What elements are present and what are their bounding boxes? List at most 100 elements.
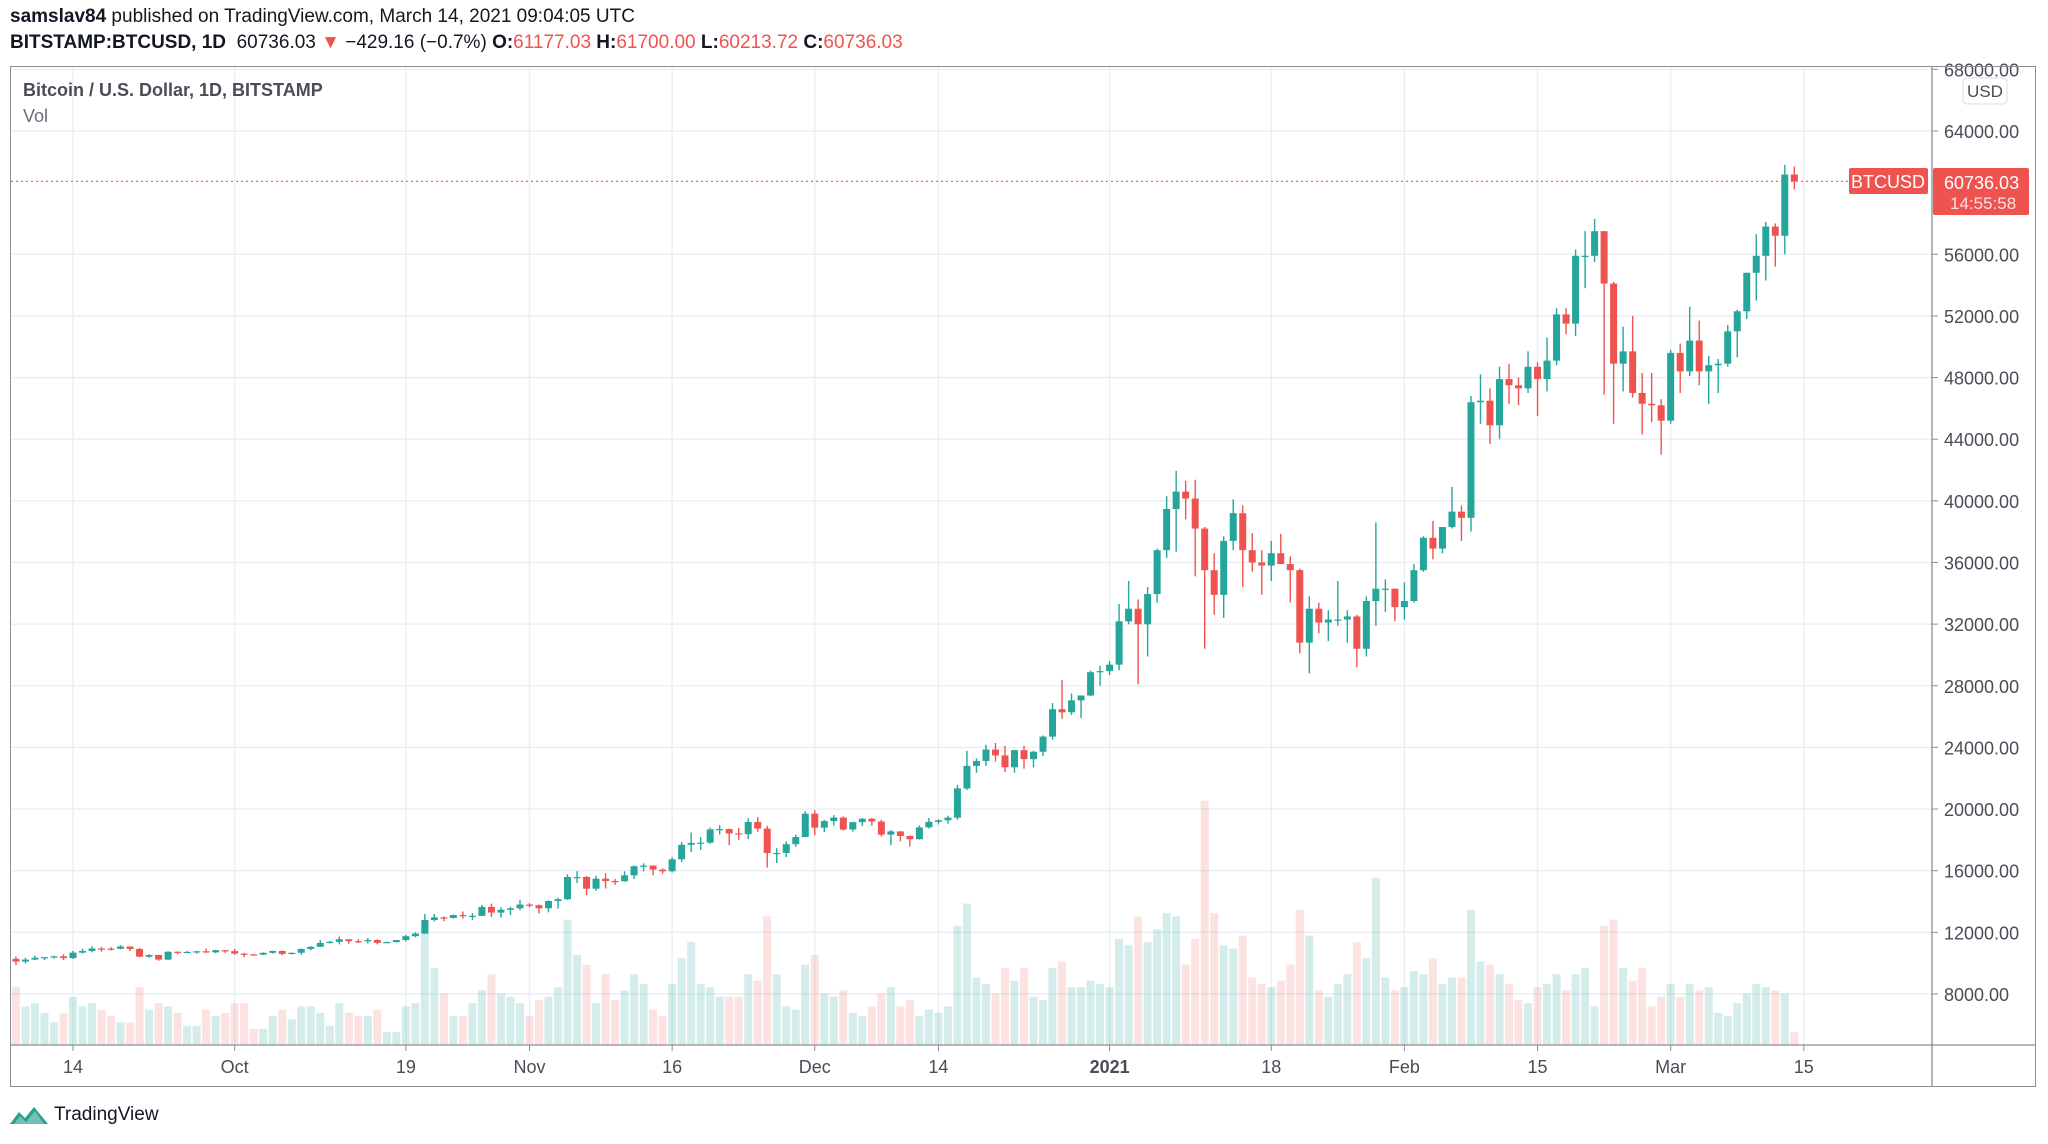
volume-bar — [1381, 977, 1390, 1045]
candle-body — [640, 865, 648, 867]
volume-bar — [1590, 1006, 1599, 1045]
author[interactable]: samslav84 — [10, 6, 107, 27]
candle-body — [50, 956, 58, 958]
volume-bar — [1524, 1003, 1533, 1045]
candle-body — [972, 760, 980, 766]
candle-body — [193, 951, 201, 953]
volume-bar — [1143, 942, 1152, 1045]
candle-body — [991, 749, 999, 756]
candle-body — [1410, 570, 1418, 602]
candle-body — [858, 818, 866, 823]
candle-body — [240, 953, 248, 955]
candle-body — [364, 940, 372, 942]
volume-bar — [1761, 987, 1770, 1045]
volume-bar — [1676, 996, 1685, 1045]
candle-body — [402, 936, 410, 941]
volume-bar — [1248, 977, 1257, 1045]
volume-bar — [820, 993, 829, 1045]
volume-bar — [734, 996, 743, 1045]
candle-body — [1619, 351, 1627, 364]
volume-bar — [630, 974, 639, 1045]
volume-bar — [458, 1016, 467, 1045]
candle-body — [735, 833, 743, 835]
volume-bar — [544, 996, 553, 1045]
volume-bar — [1476, 961, 1485, 1045]
candle-body — [573, 876, 581, 879]
time-tick-label: 19 — [396, 1057, 416, 1077]
candle-body — [21, 959, 29, 962]
candle-body — [1182, 491, 1190, 499]
volume-bar — [1485, 964, 1494, 1045]
candle-body — [1229, 513, 1237, 541]
candle-body — [1600, 231, 1608, 284]
price-tick-label: 24000.00 — [1944, 738, 2019, 758]
candle-body — [136, 948, 144, 957]
volume-bar — [905, 999, 914, 1045]
volume-bar — [1695, 990, 1704, 1045]
open-value: 61177.03 — [513, 32, 592, 53]
candle-body — [525, 904, 533, 906]
volume-bar — [1723, 1016, 1732, 1045]
candle-body — [1001, 755, 1009, 768]
volume-bar — [1086, 980, 1095, 1045]
symbol-tag — [1849, 168, 1928, 194]
price-tick-label: 36000.00 — [1944, 553, 2019, 573]
volume-bar — [1752, 983, 1761, 1045]
volume-bar — [78, 1006, 87, 1045]
publish-text: published on TradingView.com, March 14, … — [106, 6, 635, 27]
candle-body — [506, 908, 514, 910]
volume-bar — [373, 1009, 382, 1045]
volume-bar — [1371, 877, 1380, 1045]
candle-body — [1724, 331, 1732, 364]
volume-bar — [668, 983, 677, 1045]
candle-body — [278, 950, 286, 954]
volume-bar — [829, 996, 838, 1045]
volume-bar — [1257, 983, 1266, 1045]
volume-bar — [753, 980, 762, 1045]
volume-bar — [259, 1028, 268, 1045]
volume-bar — [525, 1016, 534, 1045]
volume-bar — [354, 1016, 363, 1045]
volume-bar — [1067, 987, 1076, 1045]
candle-body — [269, 950, 277, 953]
candle-body — [1771, 226, 1779, 236]
volume-bar — [1571, 974, 1580, 1045]
last-price-badge — [1933, 168, 2029, 215]
candle-body — [1353, 616, 1361, 649]
volume-bar — [924, 1009, 933, 1045]
volume-bar — [183, 1025, 192, 1045]
volume-bar — [506, 996, 515, 1045]
volume-bar — [1181, 964, 1190, 1045]
candle-body — [1106, 664, 1114, 672]
volume-bar — [11, 987, 20, 1045]
volume-bar — [972, 977, 981, 1045]
volume-bar — [1077, 987, 1086, 1045]
candle-body — [516, 904, 524, 909]
candle-body — [31, 957, 39, 960]
candle-body — [155, 954, 163, 960]
candle-body — [1248, 550, 1256, 563]
tradingview-logo[interactable]: TradingView — [10, 1104, 159, 1126]
candle-body — [944, 817, 952, 821]
volume-bar — [649, 1009, 658, 1045]
symbol: BITSTAMP:BTCUSD, 1D — [10, 32, 227, 53]
volume-bar — [1704, 987, 1713, 1045]
candle-body — [326, 941, 334, 944]
candle-body — [839, 817, 847, 830]
candle-body — [1591, 231, 1599, 256]
volume-bar — [886, 987, 895, 1045]
candle-body — [421, 919, 429, 934]
candle-body — [307, 946, 315, 949]
brand-name: TradingView — [54, 1104, 159, 1125]
volume-bar — [1172, 916, 1181, 1045]
candle-body — [830, 817, 838, 822]
volume-bar — [1438, 983, 1447, 1045]
volume-bar — [335, 1003, 344, 1045]
volume-bar — [611, 999, 620, 1045]
candle-body — [1172, 491, 1180, 510]
volume-bar — [1400, 987, 1409, 1045]
candle-body — [231, 951, 239, 954]
price-tick-label: 20000.00 — [1944, 800, 2019, 820]
candle-body — [1695, 340, 1703, 372]
